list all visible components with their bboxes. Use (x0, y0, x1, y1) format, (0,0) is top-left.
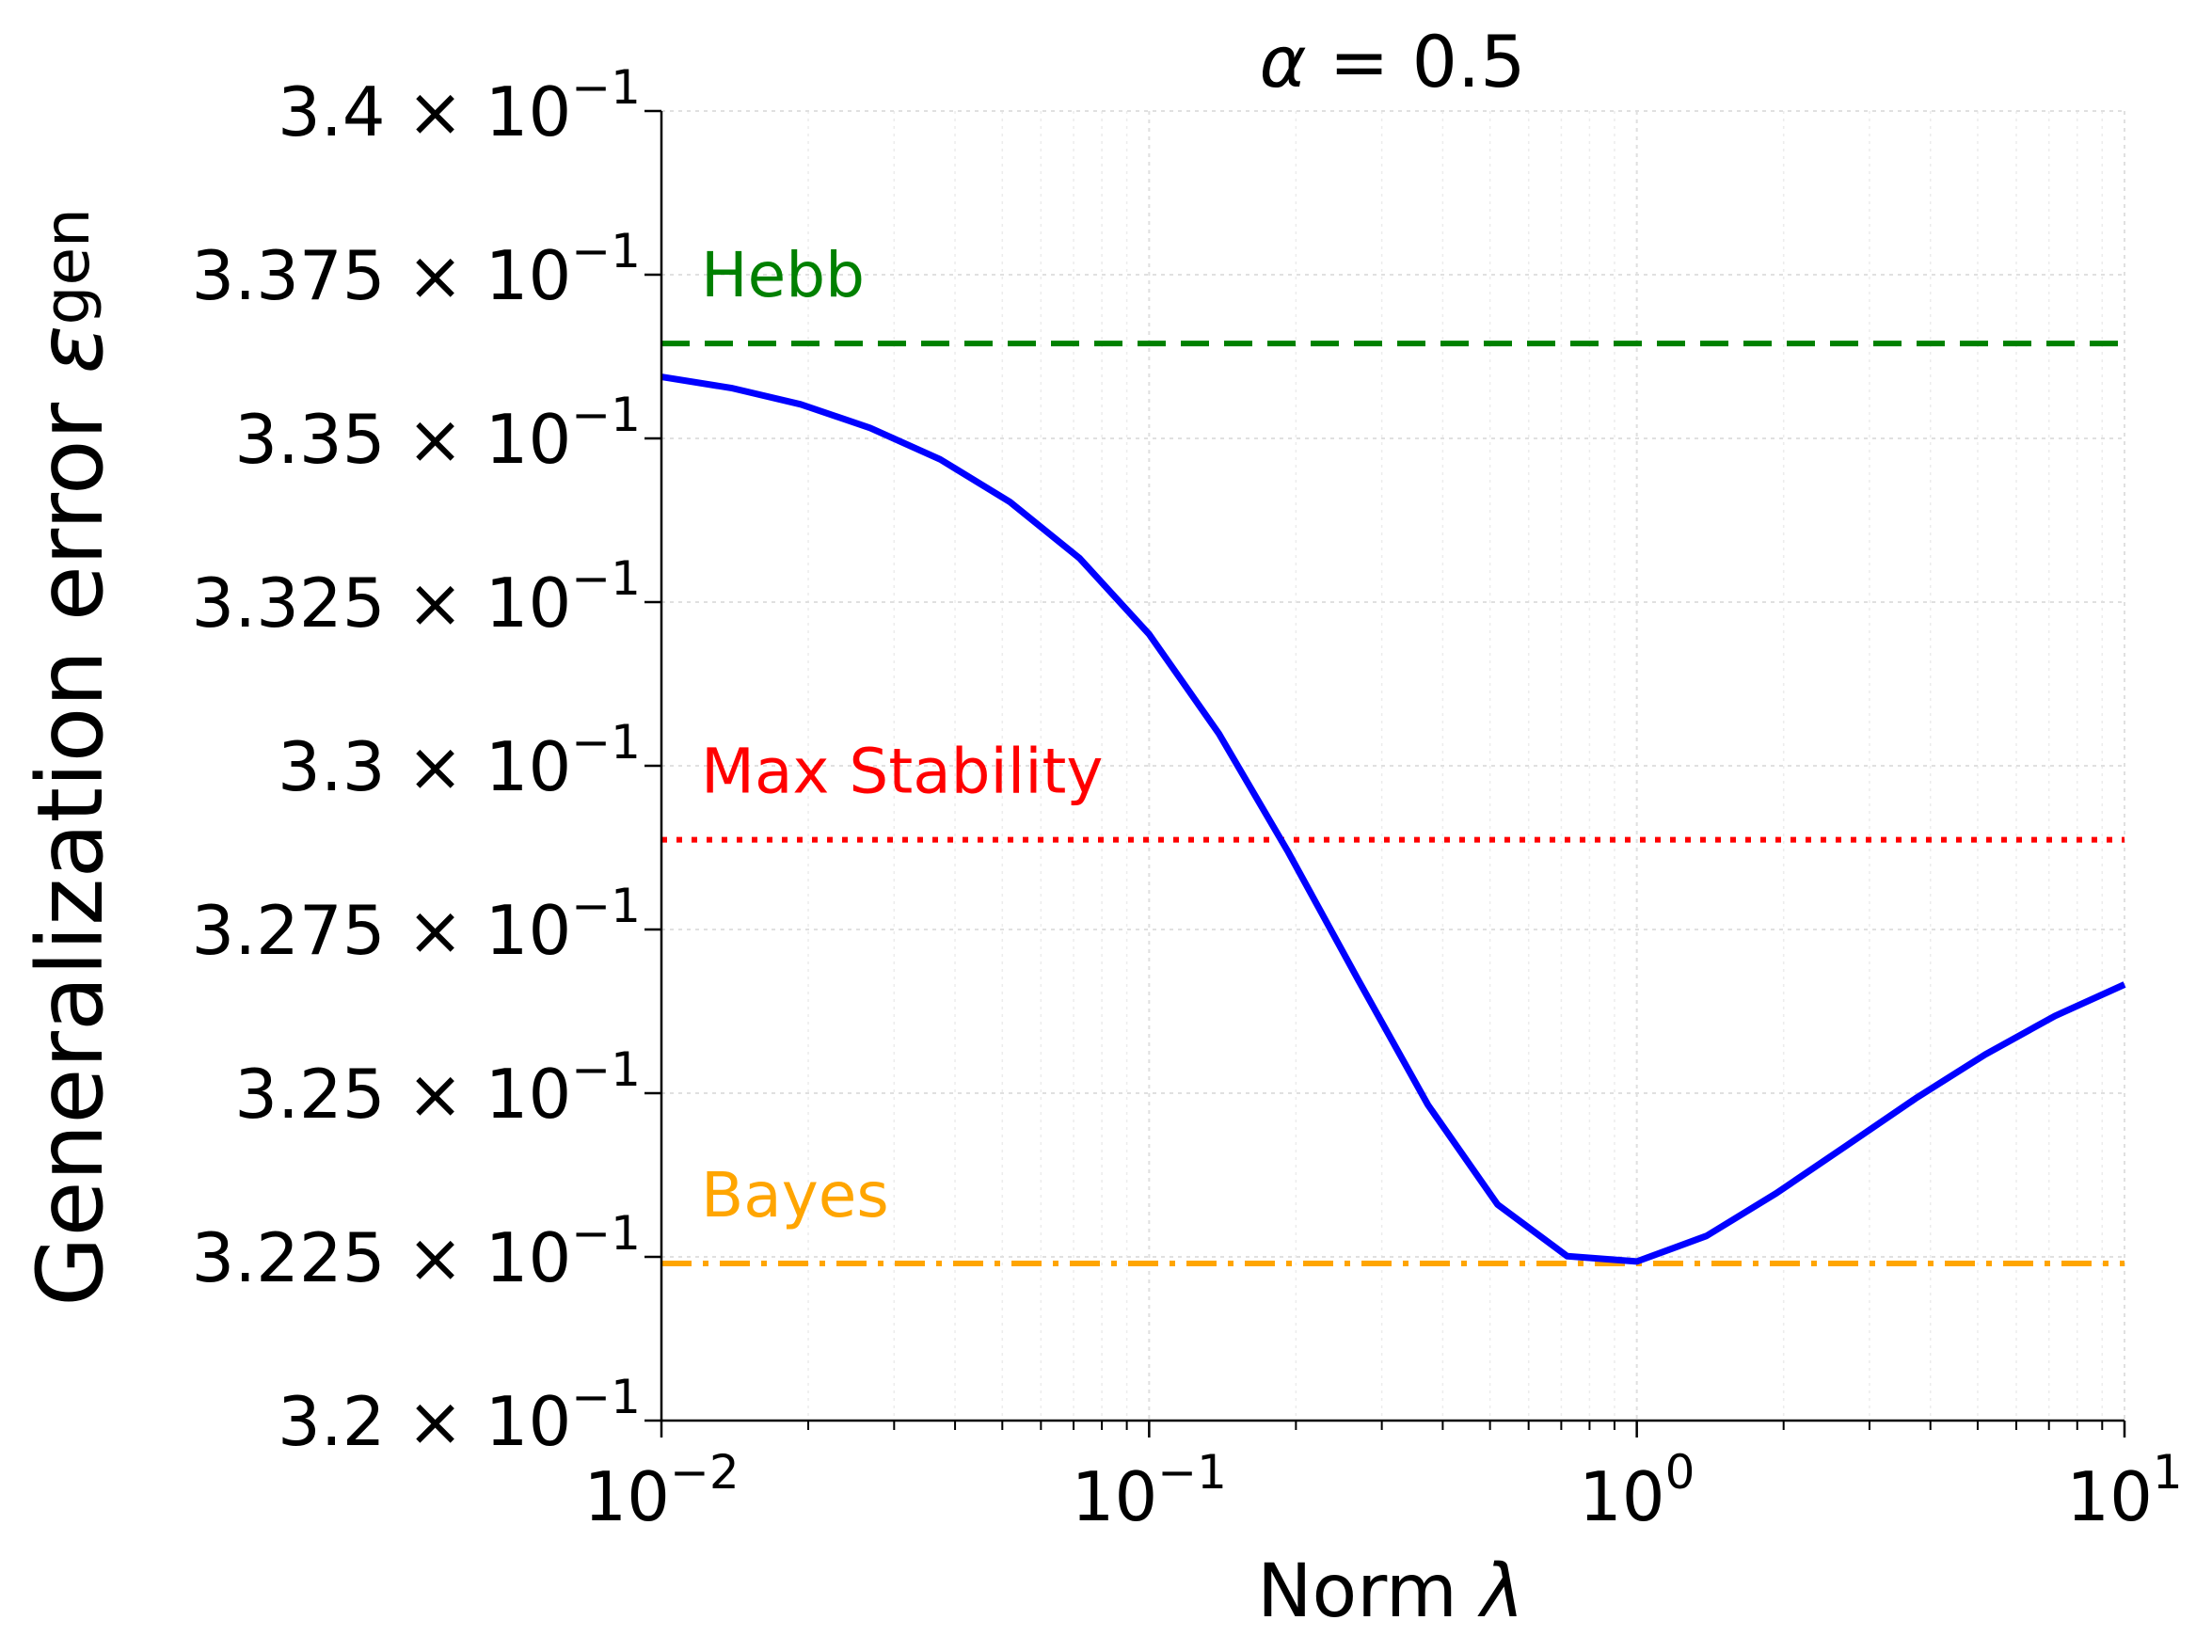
y-tick-label: 3.35 × 10−1 (234, 388, 641, 479)
ref-label-bayes: Bayes (701, 1159, 889, 1231)
reference-lines: Hebb Max Stability Bayes (661, 239, 2124, 1266)
y-tick-label: 3.225 × 10−1 (191, 1206, 641, 1297)
ref-label-hebb: Hebb (701, 239, 865, 311)
y-axis-label: Generalization error εgen (18, 208, 123, 1307)
x-tick-label: 100 (1579, 1445, 1695, 1536)
y-tick-label: 3.275 × 10−1 (191, 879, 641, 970)
series-line (660, 373, 2126, 1265)
grid (660, 110, 2125, 1422)
y-tick-label: 3.325 × 10−1 (191, 551, 641, 643)
y-tick-label: 3.2 × 10−1 (278, 1370, 641, 1461)
y-tick-label: 3.375 × 10−1 (191, 224, 641, 315)
y-ticks: 3.2 × 10−1 3.225 × 10−1 3.25 × 10−1 3.275 ×… (191, 60, 661, 1461)
series-layer (660, 373, 2126, 1265)
y-tick-label: 3.25 × 10−1 (234, 1042, 641, 1134)
y-tick-label: 3.4 × 10−1 (278, 60, 641, 151)
y-tick-label: 3.3 × 10−1 (278, 715, 641, 806)
x-tick-label: 10−1 (1072, 1445, 1227, 1536)
x-ticks: 10−2 10−1 100 101 (583, 1421, 2183, 1536)
x-axis-label: Norm λ (1257, 1549, 1524, 1634)
chart-title: α = 0.5 (1260, 20, 1526, 103)
ref-label-max-stability: Max Stability (701, 736, 1104, 808)
x-tick-label: 10−2 (583, 1445, 739, 1536)
x-tick-label: 101 (2066, 1445, 2182, 1536)
